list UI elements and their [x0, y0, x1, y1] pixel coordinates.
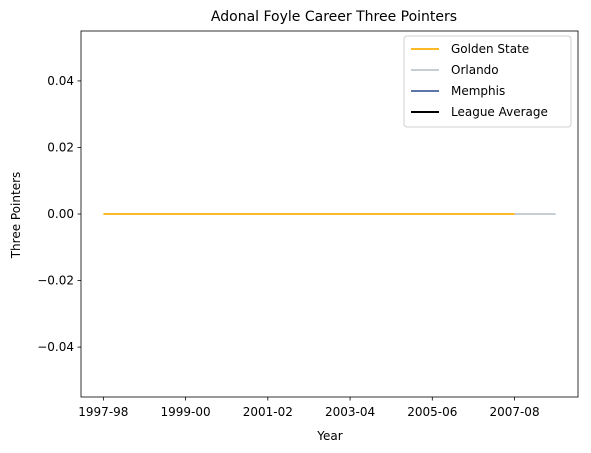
x-tick-label: 2007-08	[489, 405, 539, 419]
legend-label-orlando: Orlando	[451, 63, 499, 77]
x-axis-label: Year	[316, 429, 342, 443]
y-tick-label: −0.04	[37, 340, 74, 354]
x-tick-label: 1999-00	[161, 405, 211, 419]
x-tick-label: 1997-98	[78, 405, 128, 419]
legend-frame	[403, 35, 572, 128]
legend-label-league-average: League Average	[451, 105, 548, 119]
y-tick-label: 0.04	[47, 74, 74, 88]
y-tick-label: 0.00	[47, 207, 74, 221]
x-tick-label: 2001-02	[243, 405, 293, 419]
y-axis-label: Three Pointers	[9, 172, 23, 260]
legend: Golden State Orlando Memphis League Average	[403, 35, 572, 128]
y-tick-label: 0.02	[47, 140, 74, 154]
x-tick-label: 2003-04	[325, 405, 375, 419]
x-tick-label: 2005-06	[407, 405, 457, 419]
chart-title: Adonal Foyle Career Three Pointers	[211, 9, 457, 25]
legend-label-memphis: Memphis	[451, 84, 505, 98]
y-tick-label: −0.02	[37, 274, 74, 288]
legend-label-golden-state: Golden State	[451, 42, 529, 56]
